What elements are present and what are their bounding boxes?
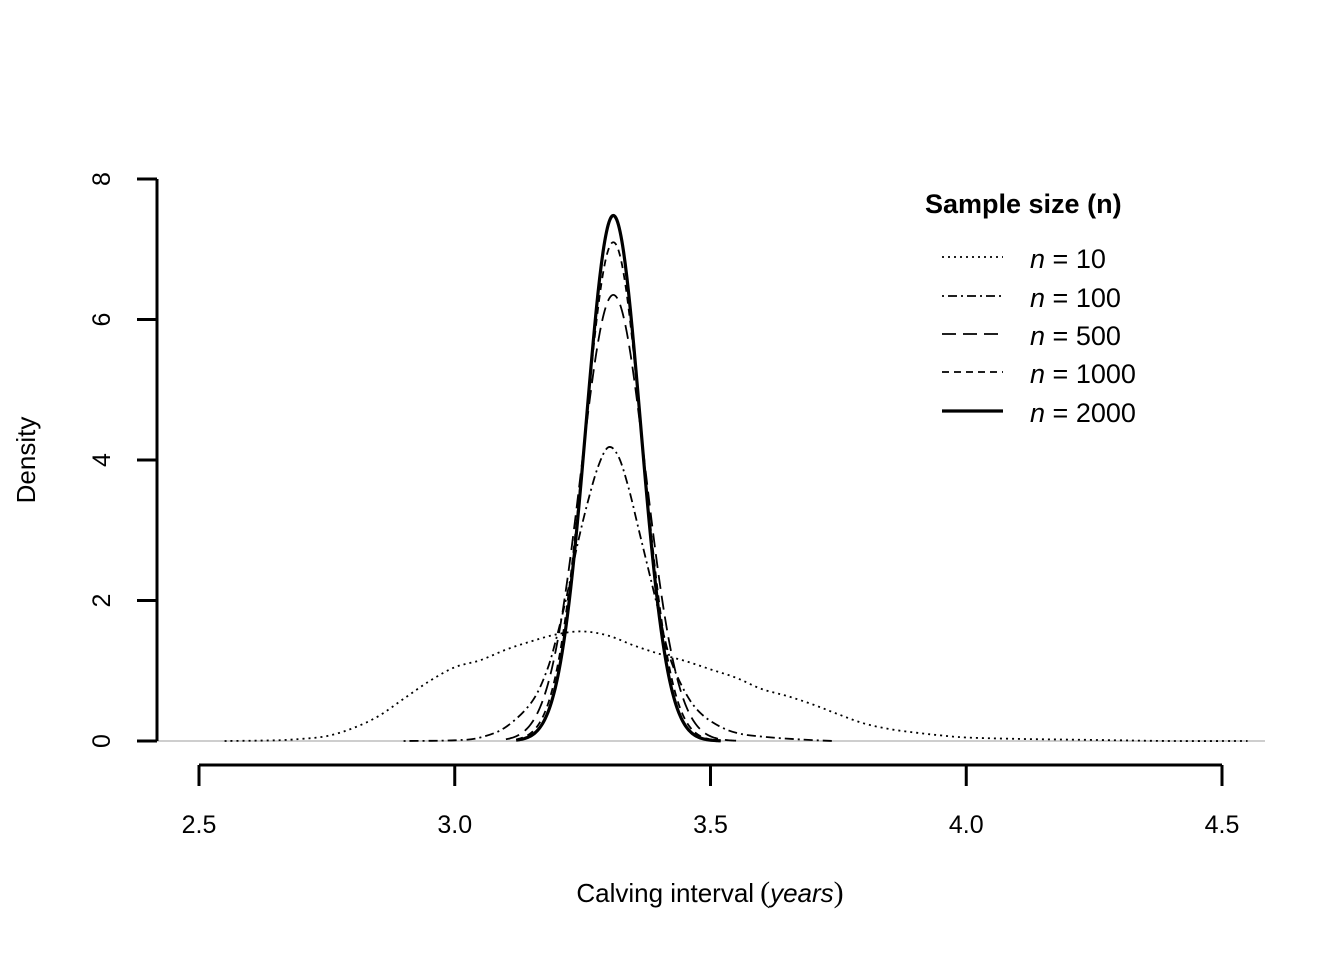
y-tick-label: 4 [88, 453, 116, 467]
series-line-2000 [515, 213, 721, 743]
legend-label: n = 2000 [1030, 398, 1136, 428]
series-line-500 [505, 294, 737, 742]
x-tick-label: 2.5 [182, 811, 217, 839]
y-tick-label: 2 [88, 594, 116, 608]
y-tick-label: 8 [88, 172, 116, 186]
legend-label: n = 100 [1030, 283, 1121, 313]
y-axis: 0 2 4 6 8 [88, 172, 159, 748]
x-tick-label: 3.0 [437, 811, 472, 839]
x-axis: 2.5 3.0 3.5 4.0 4.5 [182, 763, 1240, 839]
legend-label: n = 1000 [1030, 359, 1136, 389]
series-line-100 [403, 446, 834, 742]
x-axis-title-text: Calving interval [576, 878, 754, 908]
legend-title: Sample size (n) [925, 189, 1122, 219]
x-tick-label: 4.0 [949, 811, 984, 839]
y-axis-title: Density [11, 417, 41, 504]
y-tick-label: 6 [88, 313, 116, 327]
x-axis-title-unit: years [768, 878, 834, 908]
series-line-1000 [515, 241, 721, 742]
legend-label: n = 500 [1030, 321, 1121, 351]
series-layer [224, 213, 1248, 743]
legend-label: n = 10 [1030, 244, 1106, 274]
legend-entries: n = 10 n = 100 n = 500 n = 1000 n = 2000 [942, 244, 1136, 428]
series-line-10 [224, 630, 1248, 742]
x-tick-label: 4.5 [1205, 811, 1240, 839]
y-tick-label: 0 [88, 734, 116, 748]
x-tick-label: 3.5 [693, 811, 728, 839]
x-axis-title: Calving interval (years) [576, 876, 843, 909]
